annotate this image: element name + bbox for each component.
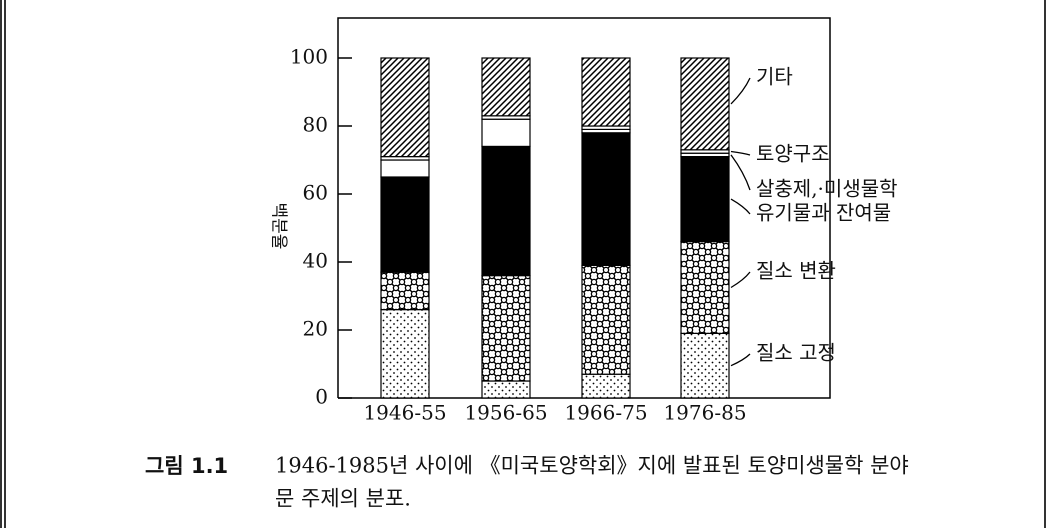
bar-segment: [680, 156, 730, 243]
bar-segment: [581, 264, 631, 375]
legend-pointer: [730, 198, 751, 215]
y-tick-label: 40: [303, 249, 328, 273]
bar-segment: [680, 241, 730, 335]
caption: 1946-1985년 사이에 《미국토양학회》지에 발표된 토양미생물학 분야: [275, 454, 909, 478]
legend-pointer: [730, 77, 751, 105]
y-tick-label: 20: [303, 317, 328, 341]
y-tick-label: 60: [303, 181, 328, 205]
bar-segment: [581, 132, 631, 267]
frame: [337, 17, 831, 399]
bar-segment: [481, 118, 531, 147]
caption: 문 주제의 분포.: [275, 487, 411, 511]
page-edge: [1044, 0, 1046, 528]
legend-label: 유기물과 잔여물: [756, 201, 891, 225]
bar-segment: [380, 176, 430, 273]
legend-label: 질소 고정: [756, 341, 836, 365]
y-tick-label: 80: [303, 113, 328, 137]
legend-label: 기타: [756, 65, 793, 89]
legend-pointer: [730, 271, 751, 289]
bar-segment: [680, 57, 730, 151]
bar-segment: [581, 57, 631, 127]
x-tick-label: 1976-85: [663, 401, 746, 425]
bar-segment: [680, 332, 730, 399]
chart: 0 20 40 60 80 100 1946-55 1956-65 1966-75 1976-85…: [290, 17, 898, 425]
bar-segment: [380, 271, 430, 311]
legend-label: 질소 변환: [756, 259, 836, 283]
bar-segment: [481, 275, 531, 382]
bar-segment: [380, 309, 430, 399]
x-tick-label: 1966-75: [564, 401, 647, 425]
bar-segment: [481, 145, 531, 277]
bar-segment: [481, 380, 531, 399]
y-tick-label: 0: [315, 385, 328, 409]
legend-label: 토양구조: [756, 142, 830, 166]
page-edge: [4, 0, 6, 528]
legend-pointer: [730, 150, 751, 156]
page-edge: [0, 0, 2, 528]
legend-pointer: [730, 353, 751, 367]
caption-label: 그림 1.1: [145, 454, 228, 478]
legend-pointer: [730, 154, 751, 191]
legend-label: 살충제,·미생물학: [756, 177, 898, 201]
x-tick-label: 1946-55: [363, 401, 446, 425]
y-tick-label: 100: [290, 45, 328, 69]
bar-segment: [380, 57, 430, 158]
bar-segment: [380, 159, 430, 178]
bar-segment: [581, 373, 631, 399]
x-tick-label: 1956-65: [464, 401, 547, 425]
bar-segment: [481, 57, 531, 117]
y-axis-label: 백분율: [269, 203, 289, 250]
